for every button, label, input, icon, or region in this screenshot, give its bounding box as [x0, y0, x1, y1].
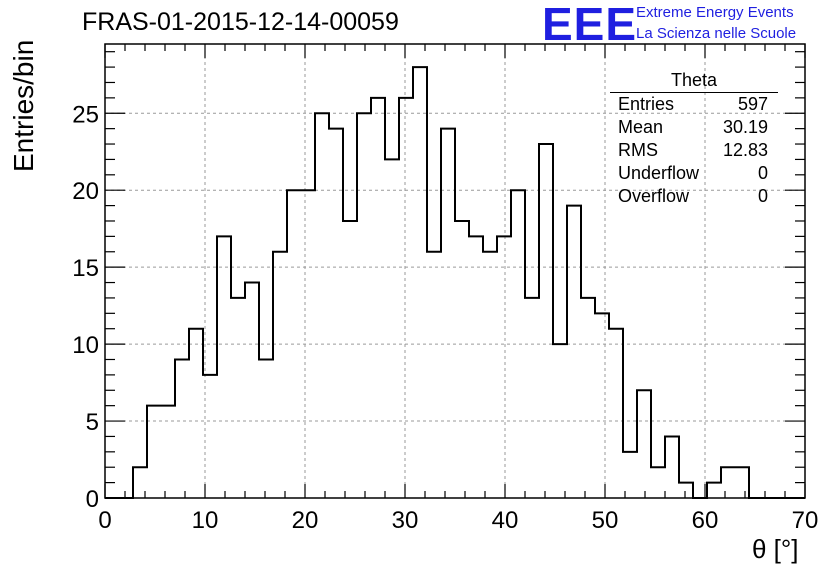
stats-value: 0 — [757, 163, 768, 183]
stats-row: Overflow 0 — [610, 185, 778, 208]
stats-label: Entries — [618, 94, 675, 114]
stats-box: Theta Entries 597 Mean 30.19 RMS 12.83 Unde… — [610, 70, 778, 208]
logo-line-2: La Scienza nelle Scuole — [636, 25, 797, 42]
histogram-bin — [721, 467, 735, 498]
stats-row: Entries 597 — [610, 93, 778, 116]
x-tick-label: 30 — [392, 507, 419, 534]
histogram-bin — [707, 483, 721, 498]
x-tick-label: 50 — [592, 507, 619, 534]
x-axis-label: θ [°] — [752, 534, 799, 564]
histogram-bin — [441, 129, 455, 498]
y-axis-label: Entries/bin — [8, 39, 39, 172]
y-tick-label: 25 — [72, 101, 99, 128]
stats-value: 12.83 — [722, 140, 768, 160]
histogram-bin — [385, 159, 399, 498]
histogram-bin — [511, 190, 525, 498]
histogram-bin — [665, 436, 679, 498]
logo-line-1: Extreme Energy Events — [636, 4, 794, 21]
histogram-bin — [273, 252, 287, 498]
histogram-bin — [637, 390, 651, 498]
x-tick-label: 0 — [98, 507, 111, 534]
stats-value: 0 — [757, 186, 768, 206]
histogram-bin — [343, 221, 357, 498]
x-tick-label: 60 — [692, 507, 719, 534]
histogram-bin — [735, 467, 749, 498]
histogram-bin — [539, 144, 553, 498]
x-tick-label: 70 — [792, 507, 819, 534]
histogram-bin — [259, 359, 273, 498]
histogram-bin — [567, 206, 581, 498]
x-tick-label: 40 — [492, 507, 519, 534]
histogram-bin — [525, 298, 539, 498]
histogram-bin — [455, 221, 469, 498]
stats-value: 30.19 — [722, 117, 768, 137]
eee-logo: EEE — [542, 0, 638, 50]
histogram-bin — [133, 467, 147, 498]
histogram-bin — [413, 67, 427, 498]
histogram-bin — [357, 113, 371, 498]
histogram-bin — [371, 98, 385, 498]
stats-label: RMS — [618, 140, 658, 160]
histogram-bin — [553, 344, 567, 498]
y-tick-label: 0 — [86, 486, 99, 513]
histogram-bin — [301, 190, 315, 498]
y-tick-label: 10 — [72, 332, 99, 359]
histogram-bin — [609, 329, 623, 498]
histogram-bin — [497, 236, 511, 498]
stats-title: Theta — [610, 70, 778, 93]
histogram-bin — [469, 236, 483, 498]
histogram-bin — [679, 483, 693, 498]
histogram-bin — [427, 252, 441, 498]
histogram-bin — [329, 129, 343, 498]
y-tick-label: 20 — [72, 178, 99, 205]
histogram-bin — [203, 375, 217, 498]
histogram-bin — [245, 283, 259, 498]
y-tick-label: 5 — [86, 409, 99, 436]
histogram-bin — [623, 452, 637, 498]
chart-title: FRAS-01-2015-12-14-00059 — [82, 8, 399, 36]
histogram-bin — [231, 298, 245, 498]
histogram-bin — [161, 406, 175, 498]
histogram-bin — [189, 329, 203, 498]
stats-label: Overflow — [618, 186, 690, 206]
histogram-bin — [217, 236, 231, 498]
stats-label: Underflow — [618, 163, 700, 183]
histogram-bin — [175, 359, 189, 498]
stats-label: Mean — [618, 117, 664, 137]
histogram-bin — [287, 190, 301, 498]
x-tick-label: 10 — [192, 507, 219, 534]
stats-row: RMS 12.83 — [610, 139, 778, 162]
histogram-bin — [581, 298, 595, 498]
stats-row: Underflow 0 — [610, 162, 778, 185]
stats-row: Mean 30.19 — [610, 116, 778, 139]
stats-value: 597 — [737, 94, 768, 114]
plot-frame — [104, 43, 806, 499]
y-tick-label: 15 — [72, 255, 99, 282]
histogram-bin — [651, 467, 665, 498]
histogram-bin — [595, 313, 609, 498]
histogram-bin — [315, 113, 329, 498]
histogram-bin — [147, 406, 161, 498]
histogram-bin — [399, 98, 413, 498]
histogram-outline — [105, 66, 805, 499]
x-tick-label: 20 — [292, 507, 319, 534]
histogram-bin — [483, 252, 497, 498]
